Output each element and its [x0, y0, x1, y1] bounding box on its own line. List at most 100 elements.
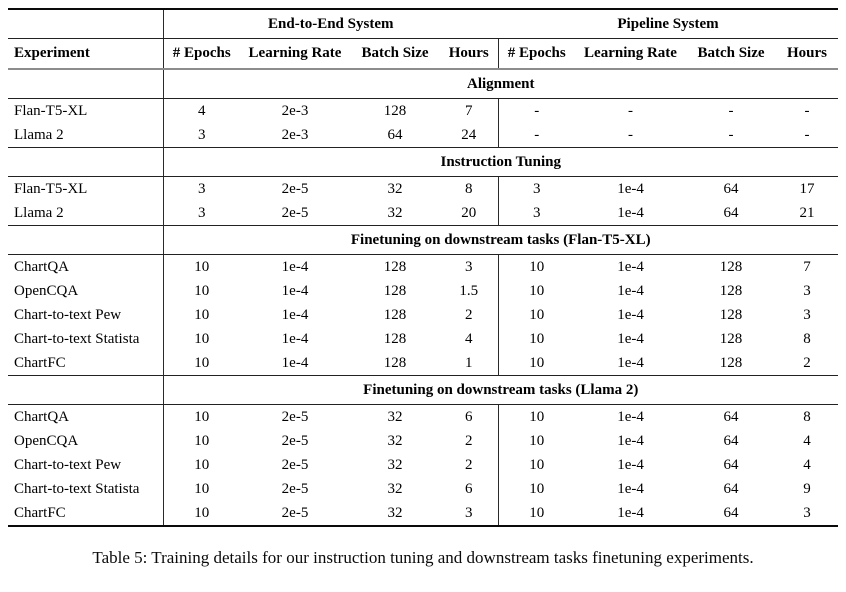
e2e-value-cell: 24 — [440, 123, 499, 148]
pipeline-value-cell: 3 — [803, 504, 811, 521]
e2e-value-cell: 2e-5 — [281, 504, 309, 521]
e2e-value-cell: 10 — [194, 480, 210, 497]
pipeline-value-cell: 1e-4 — [617, 354, 644, 371]
e2e-value-cell: 32 — [387, 504, 403, 521]
pipeline-value-cell: - — [804, 126, 810, 143]
section-header-row: Finetuning on downstream tasks (Llama 2) — [8, 375, 839, 405]
pipeline-value-cell: 8 — [803, 408, 811, 425]
group-header-pipeline: Pipeline System — [498, 9, 839, 39]
table-row: Chart-to-text Pew 10 1e-4 128 2 10 1e-4 128 3 — [8, 303, 838, 327]
pipeline-value-cell: 1e-4 — [617, 258, 644, 275]
pipeline-value-cell: 9 — [803, 480, 811, 497]
e2e-value-cell: 128 — [383, 306, 407, 323]
column-header: Learning Rate — [240, 38, 350, 70]
experiment-cell: OpenCQA — [8, 279, 164, 303]
e2e-value-cell: 2 — [440, 303, 499, 327]
e2e-value-cell: 1 — [440, 351, 499, 376]
pipeline-value-cell: 10 — [529, 282, 545, 299]
e2e-value-cell: 128 — [383, 258, 407, 275]
e2e-value-cell: 2e-5 — [281, 480, 309, 497]
pipeline-value-cell: - — [728, 126, 734, 143]
pipeline-value-cell: 2 — [803, 354, 811, 371]
pipeline-value-cell: 1e-4 — [617, 330, 644, 347]
table-row: ChartFC 10 2e-5 32 3 10 1e-4 64 3 — [8, 501, 838, 526]
pipeline-value-cell: 1e-4 — [617, 306, 644, 323]
experiment-cell: Chart-to-text Pew — [8, 453, 164, 477]
e2e-value-cell: 32 — [387, 480, 403, 497]
pipeline-value-cell: - — [628, 126, 634, 143]
e2e-value-cell: 2e-5 — [281, 204, 309, 221]
pipeline-value-cell: 1e-4 — [617, 180, 644, 197]
section-spacer-cell — [8, 375, 164, 405]
training-details-table: End-to-End System Pipeline System Experime… — [8, 8, 839, 527]
e2e-value-cell: 3 — [440, 501, 499, 526]
pipeline-value-cell: 10 — [529, 432, 545, 449]
e2e-value-cell: 1e-4 — [281, 258, 309, 275]
e2e-value-cell: 1e-4 — [281, 282, 309, 299]
pipeline-value-cell: 10 — [529, 456, 545, 473]
section-title: Alignment — [163, 68, 839, 99]
e2e-value-cell: 10 — [194, 354, 210, 371]
e2e-value-cell: 10 — [194, 408, 210, 425]
column-header: Hours — [440, 38, 499, 70]
pipeline-value-cell: 10 — [529, 330, 545, 347]
e2e-value-cell: 3 — [198, 180, 206, 197]
pipeline-value-cell: 8 — [803, 330, 811, 347]
e2e-value-cell: 7 — [440, 98, 499, 123]
pipeline-value-cell: 21 — [799, 204, 815, 221]
e2e-value-cell: 128 — [383, 282, 407, 299]
column-header-row: Experiment # Epochs Learning Rate Batch Siz… — [8, 38, 839, 70]
pipeline-value-cell: 10 — [529, 354, 545, 371]
e2e-value-cell: 10 — [194, 456, 210, 473]
column-header: # Epochs — [163, 38, 240, 70]
e2e-value-cell: 10 — [194, 258, 210, 275]
table-row: Chart-to-text Statista 10 1e-4 128 4 10 1e-4 12… — [8, 327, 838, 351]
e2e-value-cell: 2e-5 — [281, 432, 309, 449]
section-title: Finetuning on downstream tasks (Flan-T5-… — [163, 225, 839, 255]
pipeline-value-cell: 3 — [803, 306, 811, 323]
e2e-value-cell: 6 — [440, 477, 499, 501]
section-header-row: Finetuning on downstream tasks (Flan-T5-… — [8, 225, 839, 255]
column-header: Learning Rate — [575, 38, 687, 70]
experiment-cell: ChartQA — [8, 254, 164, 279]
pipeline-value-cell: 64 — [723, 204, 739, 221]
e2e-value-cell: 32 — [387, 456, 403, 473]
pipeline-value-cell: 10 — [529, 480, 545, 497]
pipeline-value-cell: - — [534, 126, 540, 143]
pipeline-value-cell: 4 — [803, 456, 811, 473]
e2e-value-cell: 2e-3 — [281, 102, 309, 119]
e2e-value-cell: 32 — [387, 408, 403, 425]
experiment-cell: ChartQA — [8, 404, 164, 429]
experiment-cell: ChartFC — [8, 351, 164, 376]
pipeline-value-cell: 1e-4 — [617, 204, 644, 221]
e2e-value-cell: 2 — [440, 429, 499, 453]
e2e-value-cell: 128 — [383, 354, 407, 371]
pipeline-value-cell: 1e-4 — [617, 480, 644, 497]
e2e-value-cell: 3 — [440, 254, 499, 279]
column-header: # Epochs — [498, 38, 576, 70]
pipeline-value-cell: 17 — [799, 180, 815, 197]
e2e-value-cell: 2e-5 — [281, 180, 309, 197]
pipeline-value-cell: 1e-4 — [617, 432, 644, 449]
pipeline-value-cell: 1e-4 — [617, 456, 644, 473]
pipeline-value-cell: 64 — [723, 456, 739, 473]
group-header-row: End-to-End System Pipeline System — [8, 9, 839, 39]
pipeline-value-cell: 64 — [723, 504, 739, 521]
pipeline-value-cell: 1e-4 — [617, 504, 644, 521]
table-row: ChartQA 10 1e-4 128 3 10 1e-4 128 7 — [8, 254, 838, 279]
pipeline-value-cell: 128 — [719, 306, 743, 323]
pipeline-value-cell: 64 — [723, 408, 739, 425]
e2e-value-cell: 10 — [194, 282, 210, 299]
experiment-cell: Llama 2 — [8, 123, 164, 148]
pipeline-value-cell: 1e-4 — [617, 282, 644, 299]
pipeline-value-cell: 64 — [723, 432, 739, 449]
experiment-cell: Chart-to-text Statista — [8, 327, 164, 351]
table-row: OpenCQA 10 1e-4 128 1.5 10 1e-4 128 3 — [8, 279, 838, 303]
experiment-cell: Flan-T5-XL — [8, 176, 164, 201]
section-title: Instruction Tuning — [163, 147, 839, 177]
section-spacer-cell — [8, 225, 164, 255]
e2e-value-cell: 10 — [194, 432, 210, 449]
table-row: ChartFC 10 1e-4 128 1 10 1e-4 128 2 — [8, 351, 838, 376]
e2e-value-cell: 10 — [194, 306, 210, 323]
